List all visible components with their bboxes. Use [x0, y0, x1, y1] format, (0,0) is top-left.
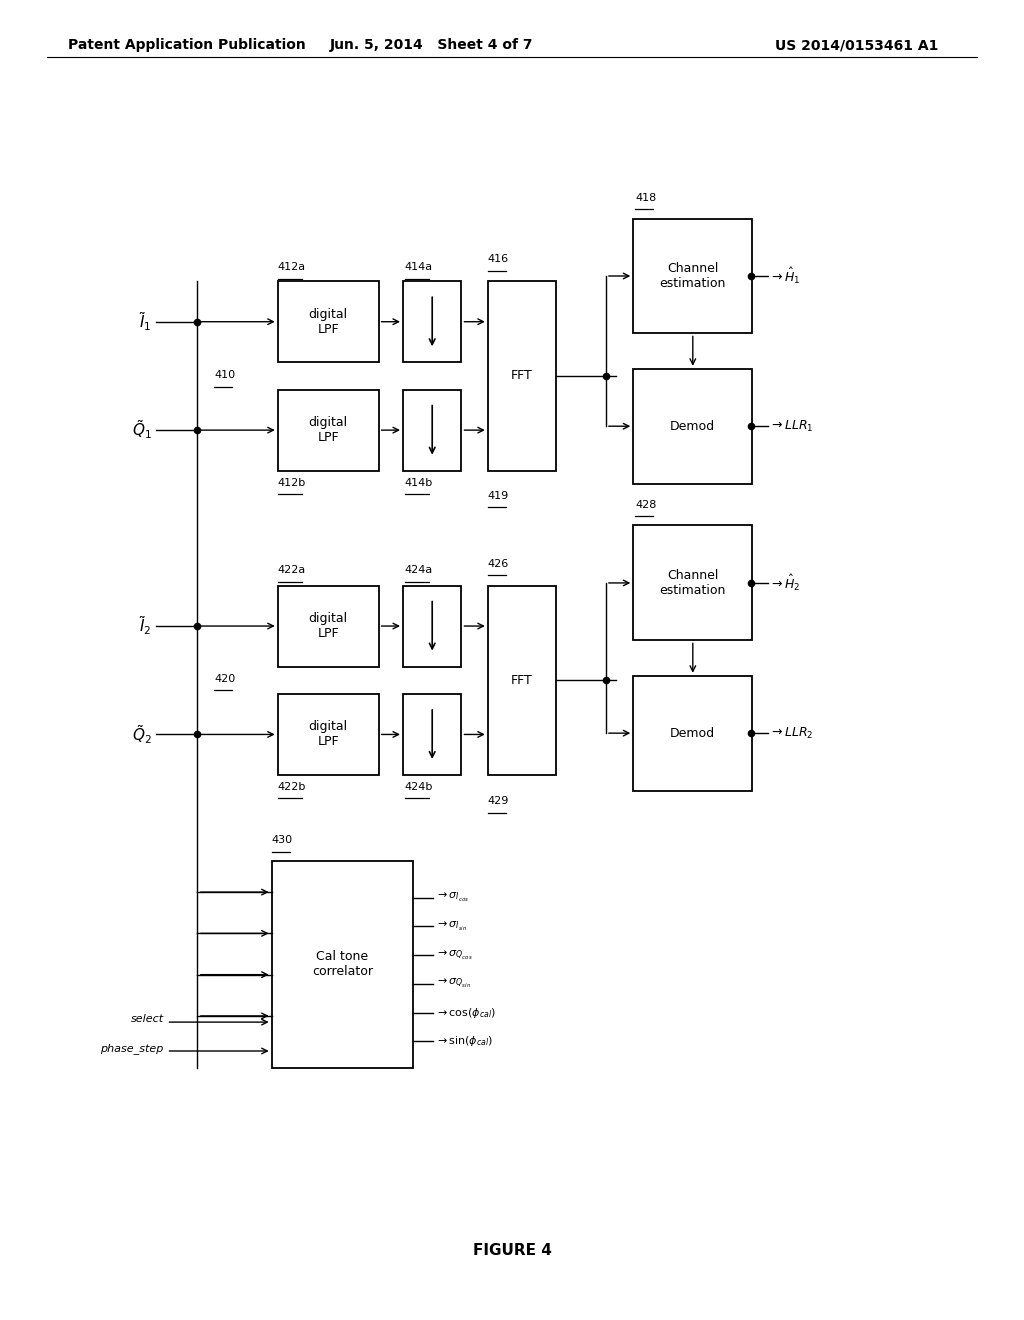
Text: $\tilde{Q}_2$: $\tilde{Q}_2$ — [131, 723, 152, 746]
Bar — [402, 586, 462, 667]
Text: $\rightarrow LLR_1$: $\rightarrow LLR_1$ — [769, 418, 813, 434]
Text: 418: 418 — [635, 193, 656, 203]
Bar — [633, 219, 753, 334]
Bar — [271, 861, 413, 1068]
Text: 426: 426 — [487, 558, 509, 569]
Bar — [278, 281, 379, 362]
Text: Demod: Demod — [671, 726, 716, 739]
Text: Demod: Demod — [671, 420, 716, 433]
Bar — [278, 694, 379, 775]
Text: 412b: 412b — [278, 478, 306, 487]
Text: 416: 416 — [487, 255, 509, 264]
Text: Channel
estimation: Channel estimation — [659, 569, 726, 597]
Text: phase_step: phase_step — [100, 1043, 164, 1053]
Text: 410: 410 — [214, 371, 236, 380]
Text: 429: 429 — [487, 796, 509, 807]
Text: $\rightarrow\sin(\phi_{cal})$: $\rightarrow\sin(\phi_{cal})$ — [435, 1035, 494, 1048]
Text: $\rightarrow\cos(\phi_{cal})$: $\rightarrow\cos(\phi_{cal})$ — [435, 1006, 497, 1019]
Bar — [633, 525, 753, 640]
Text: 420: 420 — [214, 673, 236, 684]
Text: 414a: 414a — [404, 263, 433, 272]
Text: 428: 428 — [635, 500, 656, 510]
Text: Cal tone
correlator: Cal tone correlator — [311, 950, 373, 978]
Text: US 2014/0153461 A1: US 2014/0153461 A1 — [774, 38, 938, 53]
Text: $\rightarrow LLR_2$: $\rightarrow LLR_2$ — [769, 726, 813, 741]
Text: $\rightarrow\hat{H}_1$: $\rightarrow\hat{H}_1$ — [769, 265, 800, 286]
Text: FFT: FFT — [511, 673, 532, 686]
Text: Jun. 5, 2014   Sheet 4 of 7: Jun. 5, 2014 Sheet 4 of 7 — [330, 38, 532, 53]
Text: digital
LPF: digital LPF — [308, 612, 348, 640]
Text: $\rightarrow\hat{H}_2$: $\rightarrow\hat{H}_2$ — [769, 573, 800, 593]
Text: 424b: 424b — [404, 781, 433, 792]
Text: 422a: 422a — [278, 565, 306, 576]
Text: $\rightarrow\sigma_{Q_{cos}}$: $\rightarrow\sigma_{Q_{cos}}$ — [435, 949, 473, 962]
Text: 422b: 422b — [278, 781, 306, 792]
Text: digital
LPF: digital LPF — [308, 721, 348, 748]
Bar — [487, 281, 556, 471]
Text: digital
LPF: digital LPF — [308, 416, 348, 444]
Text: $\rightarrow\sigma_{I_{sin}}$: $\rightarrow\sigma_{I_{sin}}$ — [435, 920, 468, 933]
Bar — [402, 694, 462, 775]
Text: $\tilde{Q}_1$: $\tilde{Q}_1$ — [131, 418, 152, 441]
Bar — [402, 281, 462, 362]
Text: $\rightarrow\sigma_{I_{cos}}$: $\rightarrow\sigma_{I_{cos}}$ — [435, 891, 469, 904]
Text: 414b: 414b — [404, 478, 433, 487]
Text: FFT: FFT — [511, 370, 532, 383]
Bar — [278, 389, 379, 471]
Text: $\rightarrow\sigma_{Q_{sin}}$: $\rightarrow\sigma_{Q_{sin}}$ — [435, 977, 471, 990]
Text: 424a: 424a — [404, 565, 433, 576]
Text: 419: 419 — [487, 491, 509, 500]
Text: FIGURE 4: FIGURE 4 — [472, 1243, 552, 1258]
Bar — [402, 389, 462, 471]
Text: $\tilde{I}_1$: $\tilde{I}_1$ — [139, 310, 152, 333]
Text: 430: 430 — [271, 836, 293, 846]
Text: Patent Application Publication: Patent Application Publication — [68, 38, 305, 53]
Bar — [633, 676, 753, 791]
Bar — [278, 586, 379, 667]
Bar — [633, 368, 753, 483]
Text: $\tilde{I}_2$: $\tilde{I}_2$ — [139, 615, 152, 638]
Text: 412a: 412a — [278, 263, 306, 272]
Text: Channel
estimation: Channel estimation — [659, 261, 726, 290]
Bar — [487, 586, 556, 775]
Text: select: select — [130, 1015, 164, 1024]
Text: digital
LPF: digital LPF — [308, 308, 348, 335]
